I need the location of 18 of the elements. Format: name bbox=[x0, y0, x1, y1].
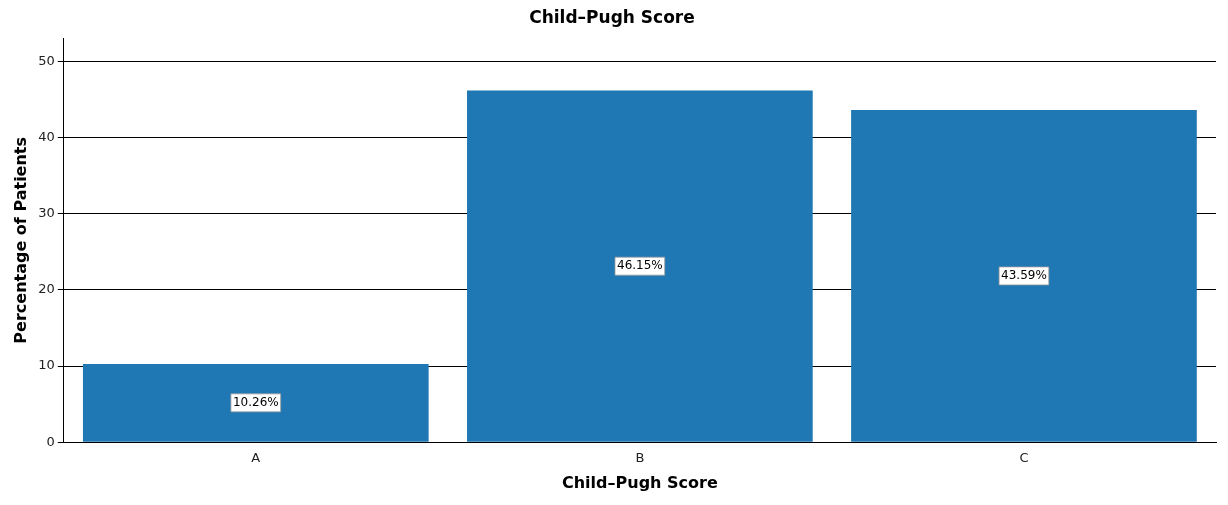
y-tick-label: 10 bbox=[38, 357, 55, 373]
x-tick-label: C bbox=[1019, 450, 1029, 466]
y-axis-title: Percentage of Patients bbox=[10, 136, 30, 344]
bar bbox=[467, 90, 813, 442]
y-tick-label: 30 bbox=[38, 205, 55, 221]
data-label: 10.26% bbox=[232, 394, 279, 409]
x-tick-label: A bbox=[251, 450, 261, 466]
x-axis-title: Child–Pugh Score bbox=[561, 472, 718, 492]
y-tick-label: 50 bbox=[38, 52, 55, 68]
y-tick-label: 0 bbox=[46, 433, 55, 449]
y-tick-label: 20 bbox=[38, 281, 55, 297]
bar bbox=[851, 110, 1197, 442]
data-label: 43.59% bbox=[1001, 268, 1047, 283]
y-tick-label: 40 bbox=[38, 128, 55, 144]
x-tick-label: B bbox=[635, 450, 645, 466]
chart-title: Child–Pugh Score bbox=[529, 6, 695, 27]
bar bbox=[82, 364, 429, 442]
data-label: 46.15% bbox=[616, 258, 663, 273]
